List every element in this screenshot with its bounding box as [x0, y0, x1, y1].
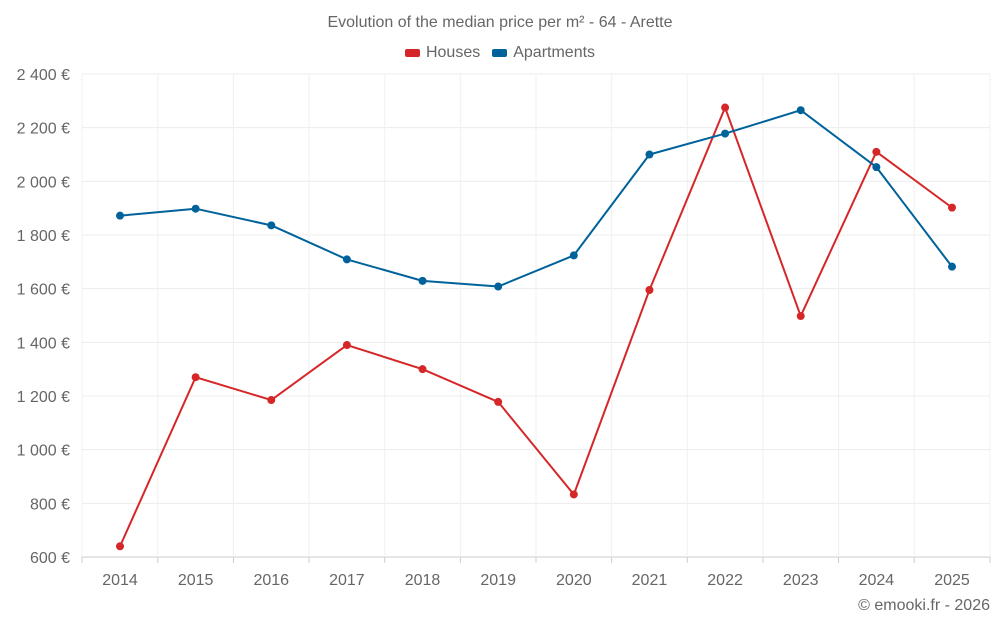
- data-point-apartments-2017: [342, 255, 351, 264]
- data-point-houses-2025: [948, 203, 956, 212]
- legend-swatch-houses: [404, 49, 420, 57]
- data-point-houses-2024: [872, 147, 881, 156]
- y-tick-label: 2 200 €: [17, 121, 70, 138]
- data-point-houses-2016: [267, 396, 276, 405]
- x-tick-label: 2020: [556, 572, 592, 589]
- data-point-houses-2021: [645, 286, 654, 295]
- y-tick-label: 1 000 €: [17, 443, 70, 460]
- data-point-apartments-2018: [418, 276, 427, 285]
- data-point-apartments-2014: [116, 211, 124, 220]
- data-point-houses-2018: [418, 365, 427, 374]
- x-tick-label: 2014: [102, 572, 138, 589]
- x-tick-label: 2023: [783, 572, 819, 589]
- y-tick-label: 800 €: [30, 496, 70, 513]
- data-point-apartments-2020: [569, 251, 578, 260]
- y-tick-label: 1 400 €: [17, 335, 70, 352]
- x-tick-label: 2018: [405, 572, 441, 589]
- data-point-houses-2014: [116, 542, 124, 551]
- y-tick-label: 2 400 €: [17, 67, 70, 84]
- y-tick-label: 1 800 €: [17, 228, 70, 245]
- x-tick-label: 2015: [178, 572, 214, 589]
- x-tick-label: 2016: [253, 572, 289, 589]
- legend: Houses Apartments: [0, 44, 1000, 62]
- data-point-houses-2022: [721, 103, 730, 112]
- data-point-houses-2015: [191, 373, 200, 382]
- data-point-apartments-2019: [494, 282, 503, 291]
- data-point-apartments-2025: [948, 262, 956, 271]
- series-line-houses: [119, 106, 953, 547]
- data-point-houses-2019: [494, 397, 503, 406]
- data-point-apartments-2024: [872, 163, 881, 172]
- data-point-houses-2020: [569, 490, 578, 499]
- data-point-apartments-2022: [721, 129, 730, 138]
- x-tick-label: 2021: [632, 572, 668, 589]
- credit: © emooki.fr - 2026: [858, 597, 990, 614]
- y-tick-label: 2 000 €: [17, 174, 70, 191]
- y-tick-label: 1 200 €: [17, 389, 70, 406]
- legend-item-apartments[interactable]: Apartments: [492, 44, 595, 62]
- legend-item-houses[interactable]: Houses: [404, 44, 481, 62]
- x-tick-label: 2025: [934, 572, 970, 589]
- data-point-apartments-2016: [267, 221, 276, 230]
- legend-label-houses: Houses: [425, 44, 481, 61]
- x-tick-label: 2019: [480, 572, 516, 589]
- x-tick-label: 2017: [329, 572, 365, 589]
- data-point-houses-2023: [796, 312, 805, 321]
- chart-title: Evolution of the median price per m² - 6…: [327, 14, 673, 31]
- legend-label-apartments: Apartments: [513, 44, 596, 61]
- series-line-apartments: [119, 109, 953, 288]
- x-tick-label: 2022: [707, 572, 743, 589]
- data-point-apartments-2023: [796, 106, 805, 115]
- y-tick-label: 600 €: [30, 550, 70, 567]
- legend-swatch-apartments: [492, 49, 508, 57]
- y-tick-label: 1 600 €: [17, 282, 70, 299]
- data-point-apartments-2015: [191, 204, 200, 213]
- data-point-houses-2017: [342, 341, 351, 350]
- x-tick-label: 2024: [859, 572, 895, 589]
- data-point-apartments-2021: [645, 150, 654, 159]
